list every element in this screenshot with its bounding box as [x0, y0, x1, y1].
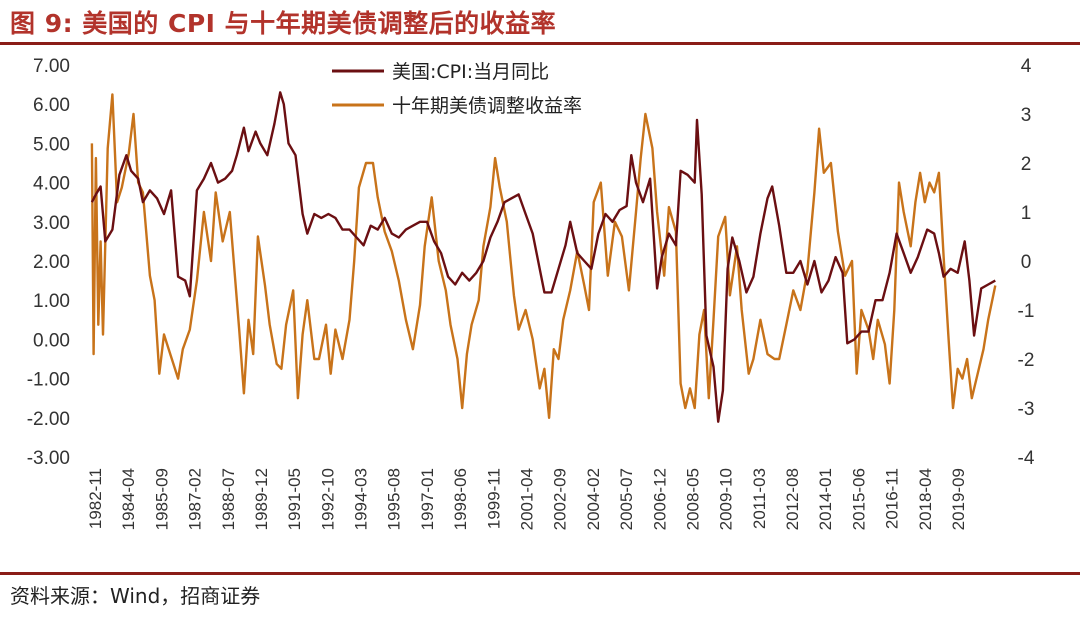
right-tick-label: 0 [1021, 252, 1032, 273]
x-tick-label: 1988-07 [219, 468, 238, 530]
left-tick-label: -2.00 [27, 409, 70, 430]
yield-series-line [90, 93, 997, 419]
cpi-series-line [90, 91, 996, 423]
right-tick-label: -3 [1018, 399, 1035, 420]
left-tick-label: 3.00 [33, 213, 70, 234]
page-title: 图 9: 美国的 CPI 与十年期美债调整后的收益率 [10, 9, 557, 38]
left-tick-label: 2.00 [33, 252, 70, 273]
x-tick-label: 2005-07 [617, 468, 636, 530]
x-tick-label: 1982-11 [86, 468, 105, 529]
x-tick-label: 2016-11 [883, 468, 902, 529]
right-tick-label: 4 [1021, 56, 1032, 77]
x-tick-label: 2019-09 [949, 468, 968, 530]
right-axis-ticks: 4 3 2 1 0 -1 -2 -3 -4 [1018, 56, 1035, 469]
title-divider [0, 42, 1080, 45]
x-tick-label: 1995-08 [385, 468, 404, 530]
legend-label-yield: 十年期美债调整收益率 [392, 95, 582, 117]
right-tick-label: 3 [1021, 105, 1032, 126]
right-tick-label: -1 [1018, 301, 1035, 322]
x-tick-label: 2018-04 [916, 468, 935, 530]
right-tick-label: 2 [1021, 154, 1032, 175]
x-tick-label: 2002-09 [551, 468, 570, 530]
source-note: 资料来源：Wind，招商证券 [10, 584, 261, 608]
left-tick-label: 0.00 [33, 330, 70, 351]
x-tick-label: 1997-01 [418, 468, 437, 530]
x-tick-label: 2006-12 [650, 468, 669, 530]
x-tick-label: 1992-10 [318, 468, 337, 530]
left-tick-label: 5.00 [33, 134, 70, 155]
right-tick-label: -4 [1018, 448, 1035, 469]
x-tick-label: 1998-06 [451, 468, 470, 530]
x-tick-label: 1985-09 [152, 468, 171, 530]
x-tick-label: 2015-06 [849, 468, 868, 530]
left-tick-label: 1.00 [33, 291, 70, 312]
x-tick-label: 1989-12 [252, 468, 271, 530]
footer-divider [0, 572, 1080, 575]
legend: 美国:CPI:当月同比 十年期美债调整收益率 [332, 61, 582, 117]
x-tick-label: 2008-05 [683, 468, 702, 530]
x-tick-label: 2001-04 [518, 468, 537, 530]
x-tick-label: 1987-02 [186, 468, 205, 530]
x-tick-label: 1984-04 [119, 468, 138, 530]
x-tick-label: 2012-08 [783, 468, 802, 530]
x-axis-ticks: 1982-11 1984-04 1985-09 1987-02 1988-07 1989-… [86, 468, 968, 530]
legend-label-cpi: 美国:CPI:当月同比 [392, 61, 549, 83]
left-tick-label: 6.00 [33, 95, 70, 116]
series-layer [90, 91, 997, 423]
x-tick-label: 1994-03 [352, 468, 371, 530]
left-tick-label: 4.00 [33, 174, 70, 195]
x-tick-label: 1999-11 [484, 468, 503, 529]
right-tick-label: 1 [1021, 203, 1032, 224]
x-tick-label: 1991-05 [285, 468, 304, 530]
x-tick-label: 2014-01 [816, 468, 835, 530]
right-tick-label: -2 [1018, 350, 1035, 371]
x-tick-label: 2011-03 [750, 468, 769, 529]
x-tick-label: 2004-02 [584, 468, 603, 530]
left-tick-label: -1.00 [27, 370, 70, 391]
left-axis-ticks: 7.00 6.00 5.00 4.00 3.00 2.00 1.00 0.00 -1.00 -2.… [27, 56, 70, 469]
left-tick-label: 7.00 [33, 56, 70, 77]
x-tick-label: 2009-10 [717, 468, 736, 530]
left-tick-label: -3.00 [27, 448, 70, 469]
